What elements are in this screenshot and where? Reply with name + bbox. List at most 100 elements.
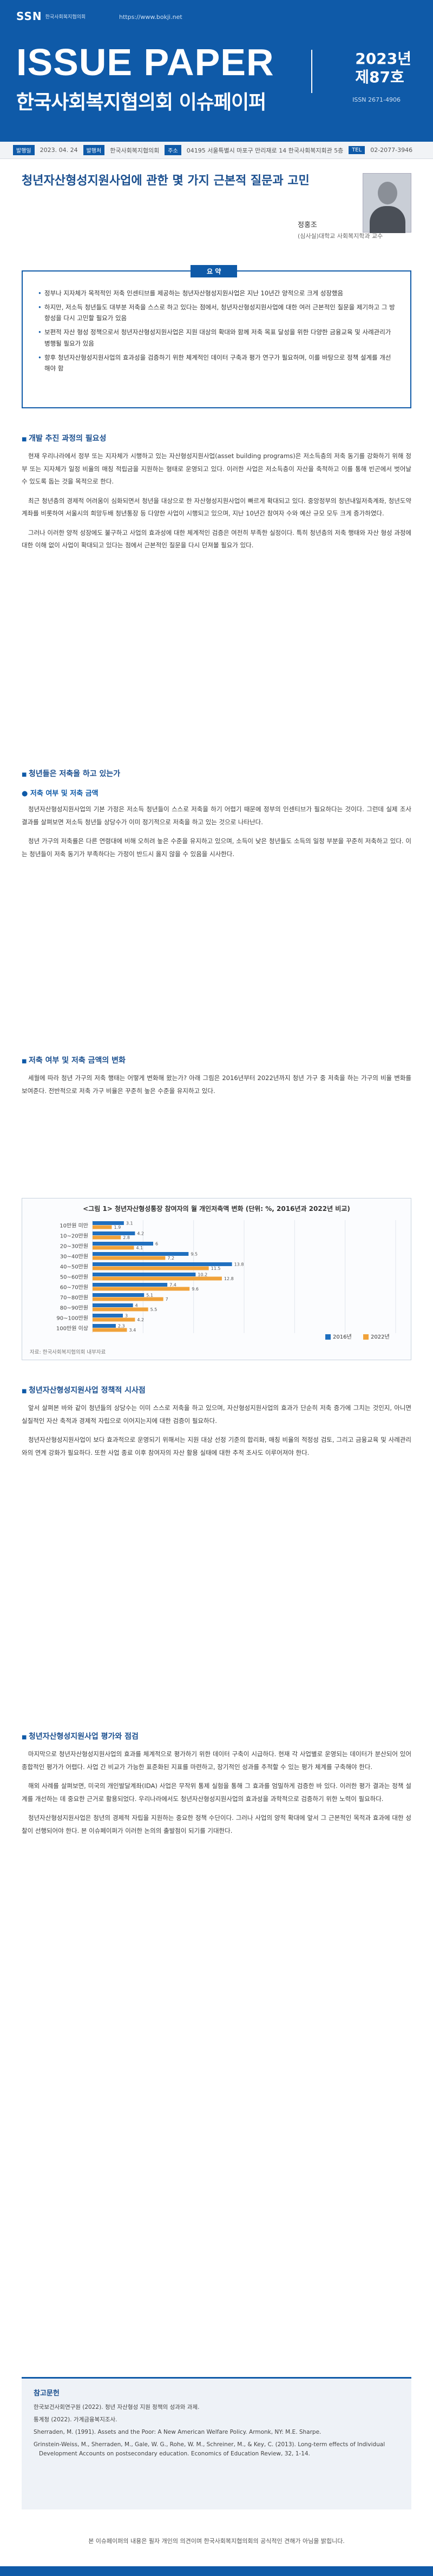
reference-item: 통계청 (2022). 가계금융복지조사. bbox=[34, 2416, 117, 2423]
bar-1 bbox=[93, 1266, 209, 1270]
section-4: 청년자산형성지원사업 정책적 시사점 앞서 살펴본 바와 같이 청년들의 상당수… bbox=[22, 1385, 411, 1466]
issue-number: 제87호 bbox=[355, 68, 404, 86]
bar-value-label: 10.2 bbox=[198, 1273, 207, 1277]
reference-item: 한국보건사회연구원 (2022). 청년 자산형성 지원 정책의 성과와 과제. bbox=[34, 2404, 200, 2411]
bar-value-label: 9.6 bbox=[192, 1287, 199, 1292]
chart-title: <그림 1> 청년자산형성통장 참여자의 월 개인저축액 변화 (단위: %, … bbox=[83, 1205, 350, 1213]
bar-0 bbox=[93, 1314, 123, 1317]
bar-value-label: 3.1 bbox=[126, 1221, 133, 1226]
header: SSN 한국사회복지협의회 https://www.bokji.net ISSU… bbox=[0, 0, 433, 142]
section-2: 청년들은 저축을 하고 있는가 ● 저축 여부 및 저축 금액 청년자산형성지원… bbox=[22, 768, 411, 867]
paragraph: 최근 청년층의 경제적 어려움이 심화되면서 청년을 대상으로 한 자산형성지원… bbox=[22, 496, 411, 518]
bar-chart: 10만원 미만 3.1 1.9 10~20만원 4.2 2.8 20~30만원 6 4.1 30~… bbox=[56, 1220, 396, 1340]
section-heading: 청년자산형성지원사업 정책적 시사점 bbox=[22, 1385, 411, 1395]
paragraph: 마지막으로 청년자산형성지원사업의 효과를 체계적으로 평가하기 위한 데이터 … bbox=[22, 1750, 411, 1771]
legend-label: 2016년 bbox=[333, 1334, 352, 1340]
summary-list: 정부나 지자체가 목적적인 저축 인센티브를 제공하는 청년자산형성지원사업은 … bbox=[23, 271, 410, 382]
header-divider bbox=[311, 50, 312, 93]
bar-1 bbox=[93, 1235, 121, 1240]
reference-item: Grinstein-Weiss, M., Sherraden, M., Gale… bbox=[34, 2441, 385, 2458]
category-label: 10만원 미만 bbox=[60, 1223, 88, 1229]
tel-label: TEL bbox=[349, 146, 365, 154]
section-heading: 청년들은 저축을 하고 있는가 bbox=[22, 768, 411, 779]
category-label: 60~70만원 bbox=[60, 1284, 88, 1291]
paragraph: 현재 우리나라에서 정부 또는 지자체가 시행하고 있는 자산형성지원사업(as… bbox=[22, 452, 411, 486]
issue-year: 2023년 bbox=[355, 50, 411, 68]
logo: SSN 한국사회복지협의회 bbox=[16, 10, 86, 23]
bar-0 bbox=[93, 1303, 133, 1307]
category-label: 50~60만원 bbox=[60, 1274, 88, 1281]
issue-paper-subtitle: 한국사회복지협의회 이슈페이퍼 bbox=[16, 91, 266, 114]
paragraph: 해외 사례를 살펴보면, 미국의 개인발달계좌(IDA) 사업은 무작위 통제 … bbox=[22, 1782, 411, 1803]
author-photo bbox=[363, 173, 411, 233]
paragraph: 앞서 살펴본 바와 같이 청년들의 상당수는 이미 스스로 저축을 하고 있으며… bbox=[22, 1404, 411, 1425]
category-label: 20~30만원 bbox=[60, 1243, 88, 1250]
section-heading: 개발 추진 과정의 필요성 bbox=[22, 433, 411, 443]
author-block: 정홍조 (심사실)대학교 사회복지학과 교수 bbox=[298, 219, 417, 240]
bar-1 bbox=[93, 1256, 166, 1260]
bar-1 bbox=[93, 1276, 222, 1281]
logo-subtitle: 한국사회복지협의회 bbox=[45, 14, 86, 20]
publish-date: 2023. 04. 24 bbox=[40, 147, 78, 154]
category-label: 30~40만원 bbox=[60, 1254, 88, 1260]
bar-0 bbox=[93, 1221, 124, 1225]
paragraph: 청년 가구의 저축률은 다른 연령대에 비해 오히려 높은 수준을 유지하고 있… bbox=[22, 837, 411, 858]
summary-item: 향후 청년자산형성지원사업의 효과성을 검증하기 위한 체계적인 데이터 구축과… bbox=[38, 352, 395, 374]
date-label: 발행일 bbox=[13, 145, 35, 155]
paragraph: 세월에 따라 청년 가구의 저축 행태는 어떻게 변화해 왔는가? 아래 그림은… bbox=[22, 1074, 411, 1095]
bar-1 bbox=[93, 1297, 163, 1301]
category-label: 80~90만원 bbox=[60, 1305, 88, 1312]
article-title-block: 청년자산형성지원사업에 관한 몇 가지 근본적 질문과 고민 bbox=[22, 173, 411, 190]
bar-0 bbox=[93, 1324, 116, 1328]
bar-value-label: 7 bbox=[166, 1297, 168, 1302]
issue-year-block: 2023년 제87호 bbox=[355, 50, 411, 86]
bar-value-label: 3 bbox=[125, 1314, 128, 1319]
bar-value-label: 2.8 bbox=[123, 1235, 130, 1240]
bar-value-label: 5.1 bbox=[146, 1293, 153, 1298]
legend-swatch bbox=[363, 1334, 369, 1340]
chart-figure: <그림 1> 청년자산형성통장 참여자의 월 개인저축액 변화 (단위: %, … bbox=[22, 1198, 411, 1360]
legend-swatch bbox=[325, 1334, 331, 1340]
bar-0 bbox=[93, 1273, 196, 1276]
paragraph: 청년자산형성지원사업은 청년의 경제적 자립을 지원하는 중요한 정책 수단이다… bbox=[22, 1814, 411, 1835]
bar-1 bbox=[93, 1307, 148, 1312]
website-url[interactable]: https://www.bokji.net bbox=[119, 14, 182, 21]
subsection-heading: ● 저축 여부 및 저축 금액 bbox=[22, 790, 99, 798]
paragraph: 청년자산형성지원사업이 보다 효과적으로 운영되기 위해서는 지원 대상 선정 … bbox=[22, 1436, 411, 1456]
logo-mark: SSN bbox=[16, 10, 42, 23]
bar-value-label: 9.5 bbox=[191, 1252, 198, 1257]
paragraph: 그러나 이러한 양적 성장에도 불구하고 사업의 효과성에 대한 체계적인 검증… bbox=[22, 528, 411, 549]
bar-value-label: 11.5 bbox=[211, 1266, 221, 1271]
bar-value-label: 7.4 bbox=[169, 1283, 176, 1288]
author-name: 정홍조 bbox=[298, 221, 317, 229]
bar-value-label: 5.5 bbox=[150, 1307, 158, 1312]
disclaimer: 본 이슈페이퍼의 내용은 필자 개인의 의견이며 한국사회복지협의회의 공식적인… bbox=[88, 2538, 345, 2545]
bar-0 bbox=[93, 1262, 232, 1266]
bar-value-label: 6 bbox=[155, 1242, 158, 1247]
section-heading: 청년자산형성지원사업 평가와 점검 bbox=[22, 1731, 411, 1741]
address-label: 주소 bbox=[165, 145, 181, 155]
summary-box: 요 약 정부나 지자체가 목적적인 저축 인센티브를 제공하는 청년자산형성지원… bbox=[22, 265, 411, 408]
bar-value-label: 3.4 bbox=[129, 1328, 136, 1333]
publication-meta-bar: 발행일 2023. 04. 24 발행처 한국사회복지협의회 주소 04195 … bbox=[0, 142, 433, 159]
bar-0 bbox=[93, 1283, 168, 1287]
article-title: 청년자산형성지원사업에 관한 몇 가지 근본적 질문과 고민 bbox=[22, 174, 310, 188]
category-label: 70~80만원 bbox=[60, 1295, 88, 1301]
section-1: 개발 추진 과정의 필요성 현재 우리나라에서 정부 또는 지자체가 시행하고 … bbox=[22, 433, 411, 559]
section-heading: 저축 여부 및 저축 금액의 변화 bbox=[22, 1055, 411, 1065]
author-affiliation: (심사실)대학교 사회복지학과 교수 bbox=[298, 233, 383, 240]
bar-value-label: 4.2 bbox=[137, 1317, 144, 1322]
reference-item: Sherraden, M. (1991). Assets and the Poo… bbox=[34, 2428, 322, 2435]
bar-value-label: 4.1 bbox=[136, 1246, 143, 1250]
chart-source: 자료: 한국사회복지협의회 내부자료 bbox=[30, 1349, 106, 1355]
footer-bar bbox=[0, 2566, 433, 2576]
bar-0 bbox=[93, 1242, 153, 1246]
tel: 02-2077-3946 bbox=[370, 147, 413, 154]
category-label: 10~20만원 bbox=[60, 1233, 88, 1240]
bar-1 bbox=[93, 1287, 190, 1291]
issue-paper-title: ISSUE PAPER bbox=[16, 41, 274, 83]
publisher: 한국사회복지협의회 bbox=[110, 147, 160, 154]
bar-0 bbox=[93, 1231, 135, 1235]
bar-1 bbox=[93, 1317, 135, 1322]
